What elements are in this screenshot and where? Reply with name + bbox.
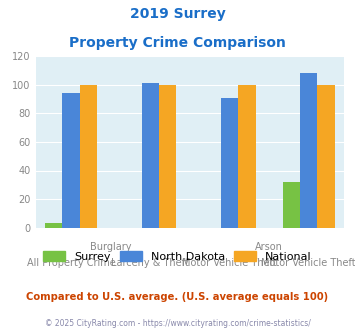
Text: Compared to U.S. average. (U.S. average equals 100): Compared to U.S. average. (U.S. average … <box>26 292 329 302</box>
Text: Arson: Arson <box>255 242 283 251</box>
Bar <box>142 83 159 228</box>
Bar <box>238 85 256 228</box>
Text: Larceny & Theft: Larceny & Theft <box>111 258 189 268</box>
Bar <box>80 85 97 228</box>
Text: Motor Vehicle Theft: Motor Vehicle Theft <box>261 258 355 268</box>
Bar <box>300 73 317 228</box>
Legend: Surrey, North Dakota, National: Surrey, North Dakota, National <box>40 248 315 266</box>
Bar <box>159 85 176 228</box>
Bar <box>62 93 80 228</box>
Text: © 2025 CityRating.com - https://www.cityrating.com/crime-statistics/: © 2025 CityRating.com - https://www.city… <box>45 319 310 328</box>
Text: Property Crime Comparison: Property Crime Comparison <box>69 36 286 50</box>
Text: All Property Crime: All Property Crime <box>27 258 115 268</box>
Bar <box>317 85 335 228</box>
Bar <box>221 98 238 228</box>
Bar <box>45 223 62 228</box>
Text: Motor Vehicle Theft: Motor Vehicle Theft <box>182 258 277 268</box>
Bar <box>283 182 300 228</box>
Text: Burglary: Burglary <box>90 242 131 251</box>
Text: 2019 Surrey: 2019 Surrey <box>130 7 225 20</box>
